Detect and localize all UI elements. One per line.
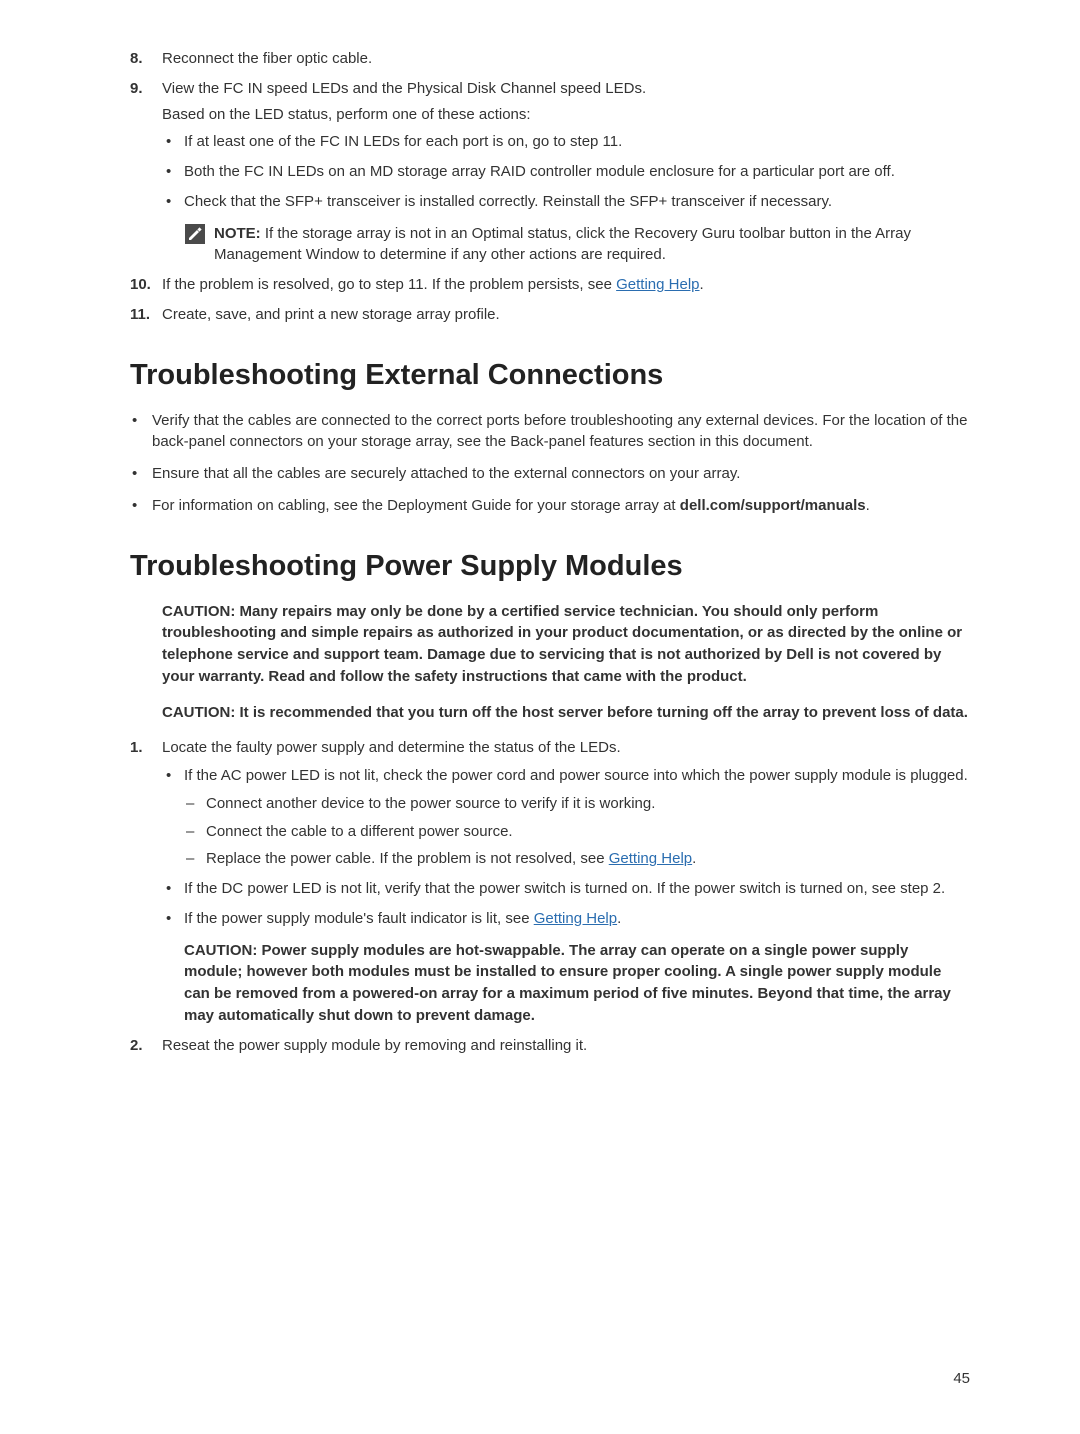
step-11: 11. Create, save, and print a new storag…	[130, 304, 970, 326]
step-text-line2: Based on the LED status, perform one of …	[162, 104, 970, 126]
bullet-item: If at least one of the FC IN LEDs for ea…	[162, 131, 970, 153]
bullet-item: Verify that the cables are connected to …	[130, 410, 970, 454]
step-8: 8. Reconnect the fiber optic cable.	[130, 48, 970, 70]
ps-step-1: 1. Locate the faulty power supply and de…	[130, 737, 970, 1026]
bullet-item: Both the FC IN LEDs on an MD storage arr…	[162, 161, 970, 183]
page-number: 45	[953, 1368, 970, 1390]
bullet-item: Check that the SFP+ transceiver is insta…	[162, 191, 970, 213]
dash-list: Connect another device to the power sour…	[184, 793, 970, 870]
step-number: 1.	[130, 737, 143, 759]
step-text: Reseat the power supply module by removi…	[162, 1037, 587, 1054]
bullet-text-post: .	[617, 910, 621, 927]
bullet-item: If the power supply module's fault indic…	[162, 908, 970, 1027]
step-text-pre: If the problem is resolved, go to step 1…	[162, 276, 616, 293]
step-text: Reconnect the fiber optic cable.	[162, 50, 372, 67]
bullet-item: For information on cabling, see the Depl…	[130, 495, 970, 517]
ps1-bullets: If the AC power LED is not lit, check th…	[162, 765, 970, 1027]
note-text: NOTE: If the storage array is not in an …	[214, 223, 970, 267]
step-number: 8.	[130, 48, 143, 70]
step-number: 2.	[130, 1035, 143, 1057]
external-bullets: Verify that the cables are connected to …	[130, 410, 970, 517]
caution-block-2: CAUTION: It is recommended that you turn…	[162, 702, 970, 724]
caution-block-3: CAUTION: Power supply modules are hot-sw…	[184, 940, 970, 1027]
step-10: 10. If the problem is resolved, go to st…	[130, 274, 970, 296]
note-body: If the storage array is not in an Optima…	[214, 225, 911, 264]
dash-item: Connect the cable to a different power s…	[184, 821, 970, 843]
heading-external-connections: Troubleshooting External Connections	[130, 354, 970, 396]
note-label: NOTE:	[214, 225, 261, 242]
getting-help-link[interactable]: Getting Help	[534, 910, 617, 927]
step-text: Locate the faulty power supply and deter…	[162, 737, 970, 759]
dash-text-pre: Replace the power cable. If the problem …	[206, 850, 609, 867]
bullet-text-bold: dell.com/support/manuals	[680, 497, 866, 514]
bullet-item: Ensure that all the cables are securely …	[130, 463, 970, 485]
step-number: 9.	[130, 78, 143, 100]
step9-bullets: If at least one of the FC IN LEDs for ea…	[162, 131, 970, 212]
step-number: 10.	[130, 274, 151, 296]
step-number: 11.	[130, 304, 150, 326]
steps-list-top: 8. Reconnect the fiber optic cable. 9. V…	[130, 48, 970, 326]
step-text-line1: View the FC IN speed LEDs and the Physic…	[162, 78, 970, 100]
ps-step-2: 2. Reseat the power supply module by rem…	[130, 1035, 970, 1057]
bullet-text-pre: For information on cabling, see the Depl…	[152, 497, 680, 514]
dash-item: Replace the power cable. If the problem …	[184, 848, 970, 870]
step-text-post: .	[700, 276, 704, 293]
bullet-item: If the AC power LED is not lit, check th…	[162, 765, 970, 870]
getting-help-link[interactable]: Getting Help	[616, 276, 699, 293]
bullet-item: If the DC power LED is not lit, verify t…	[162, 878, 970, 900]
pencil-note-icon	[184, 223, 206, 267]
step-9: 9. View the FC IN speed LEDs and the Phy…	[130, 78, 970, 266]
caution-block-1: CAUTION: Many repairs may only be done b…	[162, 601, 970, 688]
heading-power-supply: Troubleshooting Power Supply Modules	[130, 545, 970, 587]
dash-text-post: .	[692, 850, 696, 867]
step-text: Create, save, and print a new storage ar…	[162, 306, 500, 323]
getting-help-link[interactable]: Getting Help	[609, 850, 692, 867]
dash-item: Connect another device to the power sour…	[184, 793, 970, 815]
bullet-text-pre: If the power supply module's fault indic…	[184, 910, 534, 927]
note-block: NOTE: If the storage array is not in an …	[162, 223, 970, 267]
power-supply-steps: 1. Locate the faulty power supply and de…	[130, 737, 970, 1056]
bullet-text: If the AC power LED is not lit, check th…	[184, 767, 968, 784]
bullet-text-post: .	[866, 497, 870, 514]
